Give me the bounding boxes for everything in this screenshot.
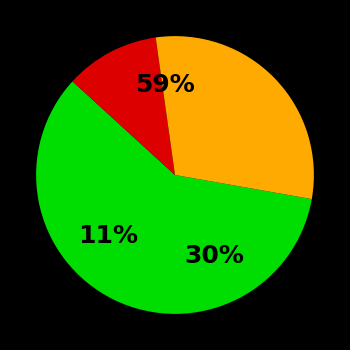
Wedge shape (36, 81, 312, 314)
Wedge shape (72, 37, 175, 175)
Wedge shape (156, 36, 314, 199)
Text: 11%: 11% (78, 224, 138, 248)
Text: 30%: 30% (185, 244, 245, 268)
Text: 59%: 59% (135, 73, 195, 97)
